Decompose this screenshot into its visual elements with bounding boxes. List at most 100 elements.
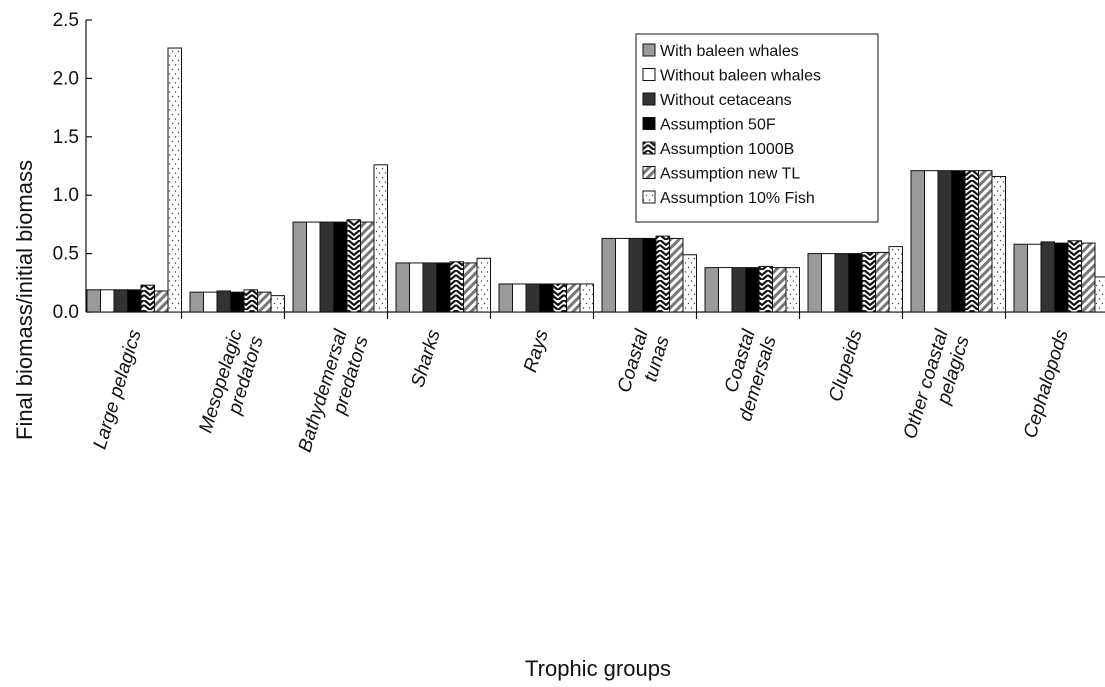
bar — [319, 221, 334, 313]
y-tick-label: 1.5 — [53, 127, 79, 148]
bar — [834, 253, 849, 313]
bar — [463, 262, 478, 313]
bar — [1013, 243, 1028, 313]
x-category-label: Bathydemersalpredators — [295, 327, 373, 462]
bar — [848, 253, 863, 313]
legend-swatch — [642, 92, 656, 106]
x-category-label: Large pelagics — [90, 327, 146, 452]
bar — [552, 283, 567, 313]
category-labels: Large pelagics Mesopelagicpredators Bathyd… — [90, 327, 1073, 462]
bar — [360, 221, 375, 313]
bar — [525, 283, 540, 313]
x-category-label: Sharks — [407, 327, 445, 390]
x-category-label-line: Clupeids — [825, 327, 867, 404]
y-axis-title: Final biomass/initial biomass — [12, 160, 37, 440]
bar — [704, 267, 719, 313]
bar — [628, 237, 643, 313]
bar — [655, 235, 670, 313]
legend-swatch — [642, 166, 656, 179]
x-category-label-line: Cephalopods — [1020, 327, 1073, 441]
legend: With baleen whales Without baleen whales W… — [635, 33, 879, 223]
bar — [346, 219, 361, 313]
y-tick-label: 2.0 — [53, 68, 79, 89]
bars-group — [86, 47, 1105, 319]
bar — [230, 291, 245, 313]
x-category-label-line: Rays — [520, 327, 553, 375]
bar — [127, 289, 142, 313]
bar — [512, 283, 527, 313]
bar — [100, 289, 115, 313]
bar — [373, 164, 388, 313]
legend-label: Assumption 1000B — [660, 141, 794, 158]
y-tick-label: 2.5 — [53, 10, 79, 31]
legend-box — [635, 33, 879, 223]
bar — [154, 290, 169, 313]
bar — [785, 267, 800, 313]
bar — [140, 284, 155, 313]
y-tick-label: 0.5 — [53, 244, 79, 265]
bar — [257, 291, 272, 313]
bar — [566, 283, 581, 313]
bar — [1067, 240, 1082, 313]
x-category-label: Mesopelagicpredators — [196, 327, 268, 442]
bar — [964, 170, 979, 313]
legend-swatch — [642, 141, 656, 155]
bar — [395, 262, 410, 313]
x-axis-title: Trophic groups — [525, 656, 671, 681]
bar — [436, 262, 451, 313]
legend-swatch — [642, 117, 656, 130]
bar — [745, 267, 760, 313]
bar — [951, 170, 966, 313]
bar — [1081, 242, 1096, 313]
legend-swatch — [642, 68, 656, 81]
bar — [422, 262, 437, 313]
x-category-label: Other coastalpelagics — [900, 327, 974, 448]
bar — [821, 253, 836, 313]
bar — [113, 289, 128, 313]
legend-swatch — [642, 43, 656, 57]
bar — [189, 291, 204, 313]
bar — [86, 289, 101, 313]
x-category-label: Coastaltunas — [614, 327, 674, 402]
bar — [449, 261, 464, 313]
bar — [642, 237, 657, 313]
y-tick-label: 1.0 — [53, 185, 79, 206]
bar — [682, 254, 697, 313]
bar — [807, 253, 822, 313]
bar — [772, 267, 787, 313]
y-tick-label: 0.0 — [53, 302, 79, 323]
bar — [888, 246, 903, 313]
bar — [216, 290, 231, 313]
legend-label: With baleen whales — [660, 43, 799, 60]
bar — [1054, 242, 1069, 313]
bar — [539, 283, 554, 313]
y-axis: 0.0 0.5 1.0 1.5 2.0 2.5 — [53, 10, 92, 323]
x-category-label: Cephalopods — [1020, 327, 1073, 441]
bar — [991, 176, 1006, 313]
bar — [333, 221, 348, 313]
bar — [306, 221, 321, 313]
bar — [910, 170, 925, 313]
bar — [270, 295, 285, 313]
legend-label: Assumption new TL — [660, 166, 800, 183]
bar — [978, 170, 993, 313]
bar — [601, 237, 616, 313]
bar — [615, 237, 630, 313]
bar — [167, 47, 182, 313]
bar — [718, 267, 733, 313]
legend-label: Without cetaceans — [660, 92, 792, 109]
bar — [924, 170, 939, 313]
bar — [579, 283, 594, 313]
legend-label: Without baleen whales — [660, 68, 821, 85]
x-category-label-line: Large pelagics — [90, 327, 146, 452]
legend-label: Assumption 10% Fish — [660, 190, 815, 207]
x-category-label-line: Sharks — [407, 327, 445, 390]
bar — [409, 262, 424, 313]
legend-swatch — [642, 190, 656, 204]
bar — [1040, 241, 1055, 313]
bar — [498, 283, 513, 313]
x-category-label: Coastaldemersals — [714, 327, 781, 424]
bar — [731, 267, 746, 313]
bar — [203, 291, 218, 313]
